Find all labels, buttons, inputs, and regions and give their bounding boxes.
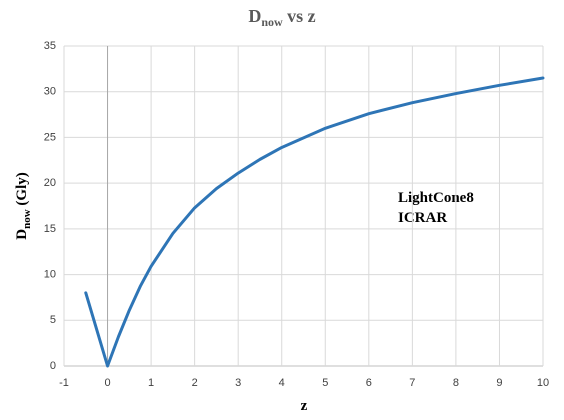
x-tick-label: 1 [148, 377, 154, 389]
y-title-subscript: now [21, 209, 33, 229]
y-tick-label: 5 [50, 314, 56, 326]
y-axis-title: Dnow (Gly) [14, 172, 33, 239]
x-tick-label: 5 [322, 377, 328, 389]
chart-title: Dnow vs z [248, 6, 315, 29]
annotation: ICRAR [398, 210, 447, 226]
x-axis-title: z [301, 398, 308, 414]
x-tick-label: 9 [496, 377, 502, 389]
x-tick-label: 8 [453, 377, 459, 389]
y-tick-label: 10 [44, 268, 56, 280]
title-part: vs z [283, 6, 316, 26]
y-title-part: (Gly) [14, 172, 30, 209]
y-tick-label: 25 [44, 131, 56, 143]
y-tick-label: 35 [44, 40, 56, 52]
x-tick-label: 7 [409, 377, 415, 389]
y-tick-label: 30 [44, 86, 56, 98]
y-title-part: D [14, 229, 30, 240]
y-tick-label: 0 [50, 360, 56, 372]
y-tick-label: 15 [44, 223, 56, 235]
x-tick-label: 6 [366, 377, 372, 389]
x-tick-label: 2 [192, 377, 198, 389]
x-tick-label: -1 [59, 377, 69, 389]
x-tick-label: 3 [235, 377, 241, 389]
x-tick-label: 0 [104, 377, 110, 389]
title-part: D [248, 6, 261, 26]
annotation: LightCone8 [398, 190, 474, 206]
x-tick-label: 10 [537, 377, 549, 389]
y-tick-label: 20 [44, 177, 56, 189]
title-subscript: now [261, 15, 283, 29]
plot [84, 76, 545, 368]
x-tick-label: 4 [279, 377, 285, 389]
data-line [84, 76, 545, 368]
